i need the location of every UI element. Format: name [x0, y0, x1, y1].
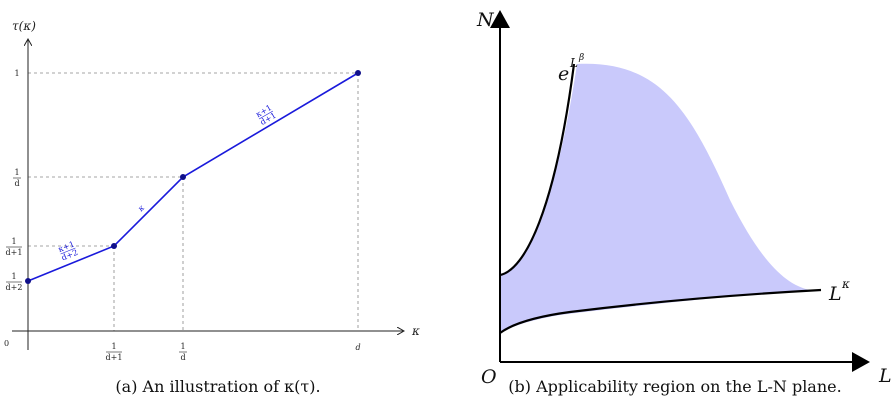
- upper-curve-base: e: [558, 63, 569, 85]
- tick-numerator: 1: [180, 342, 185, 351]
- segment-label-2: κ: [135, 203, 146, 214]
- right-panel: N L O e L β L κ (b) Applicability region…: [476, 9, 892, 396]
- lower-curve-label: L κ: [828, 277, 850, 305]
- breakpoint-dot: [111, 243, 117, 249]
- x-tick-d: d: [355, 343, 360, 352]
- l-axis-label: L: [878, 365, 892, 387]
- breakpoint-dot: [355, 70, 361, 76]
- breakpoint-dot: [25, 278, 31, 284]
- y-tick-1-over-d1: 1 d+1: [6, 237, 23, 257]
- caption-b: (b) Applicability region on the L-N plan…: [508, 377, 841, 396]
- tick-denominator: d+1: [106, 353, 123, 362]
- x-tick-1-over-d1: 1 d+1: [106, 342, 123, 362]
- applicability-region: [500, 63, 810, 333]
- tick-denominator: d+2: [6, 283, 23, 292]
- origin-label: 0: [4, 339, 9, 348]
- origin-label: O: [481, 366, 497, 388]
- x-axis-label: κ: [411, 324, 420, 338]
- upper-curve-exponent-sup: β: [578, 53, 584, 63]
- y-tick-1-over-d2: 1 d+2: [6, 272, 23, 292]
- fraction-bar: [60, 247, 76, 255]
- lower-curve: [499, 288, 822, 334]
- fraction-bar: [258, 110, 274, 120]
- y-tick-1-over-d: 1 d: [13, 168, 21, 188]
- tick-numerator: 1: [11, 237, 16, 246]
- upper-curve-label: e L β: [558, 53, 584, 85]
- left-panel: τ(κ) κ 0 1 d+2 1 d+1 1 d 1 1 d+1 1 d: [4, 19, 420, 396]
- tick-denominator: d: [180, 353, 185, 362]
- breakpoint-dot: [180, 174, 186, 180]
- n-axis-label: N: [476, 9, 495, 31]
- y-tick-one: 1: [14, 69, 19, 78]
- tick-denominator: d: [14, 179, 19, 188]
- x-tick-1-over-d: 1 d: [179, 342, 187, 362]
- tick-numerator: 1: [111, 342, 116, 351]
- segment-label-1: κ+1 d+2: [57, 240, 79, 263]
- upper-curve: [499, 63, 576, 277]
- kappa-tau-line: [27, 72, 359, 282]
- upper-curve-exponent: L: [569, 56, 578, 70]
- y-axis-label: τ(κ): [12, 19, 36, 33]
- caption-a: (a) An illustration of κ(τ).: [115, 377, 320, 396]
- tick-denominator: d+1: [6, 248, 23, 257]
- lower-curve-exponent: κ: [841, 277, 850, 291]
- guide-lines: [28, 72, 359, 331]
- tick-numerator: 1: [14, 168, 19, 177]
- lower-curve-base: L: [828, 283, 842, 305]
- tick-numerator: 1: [11, 272, 16, 281]
